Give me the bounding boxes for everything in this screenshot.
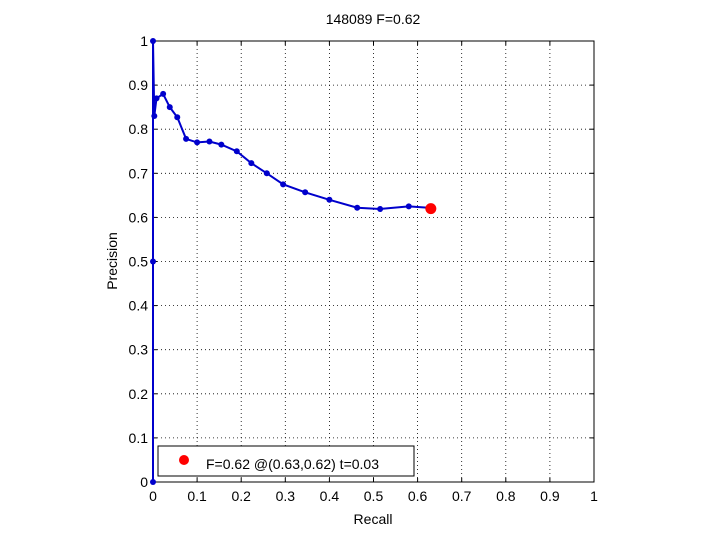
y-tick-label: 0.8 xyxy=(129,121,149,137)
y-tick-label: 0.9 xyxy=(129,77,149,93)
pr-curve-point xyxy=(206,138,213,145)
pr-curve-point xyxy=(326,196,333,203)
x-tick-label: 0 xyxy=(149,488,157,504)
x-tick-label: 0.1 xyxy=(187,488,207,504)
pr-curve-point xyxy=(354,204,361,211)
pr-curve-point xyxy=(183,135,190,142)
pr-curve-point xyxy=(150,258,156,265)
y-tick-label: 0.2 xyxy=(129,386,149,402)
pr-curve-point xyxy=(150,479,156,485)
y-tick-label: 0.5 xyxy=(129,254,149,270)
best-f-point xyxy=(425,203,437,215)
pr-curve-point xyxy=(263,170,270,177)
pr-curve-point xyxy=(150,38,156,44)
y-axis-label: Precision xyxy=(104,232,120,290)
pr-curve-line xyxy=(152,40,429,482)
pr-curve-point xyxy=(405,203,412,210)
legend-label: F=0.62 @(0.63,0.62) t=0.03 xyxy=(206,456,379,472)
pr-curve-point xyxy=(174,114,181,121)
y-tick-label: 0 xyxy=(140,474,148,490)
pr-curve-point xyxy=(160,90,167,97)
x-tick-label: 0.5 xyxy=(364,488,384,504)
y-tick-label: 0.4 xyxy=(129,298,149,314)
y-tick-label: 0.3 xyxy=(129,342,149,358)
y-tick-label: 1 xyxy=(140,33,148,49)
chart-title: 148089 F=0.62 xyxy=(326,11,421,27)
x-axis-label: Recall xyxy=(354,511,393,527)
pr-curve-point xyxy=(233,148,240,155)
y-tick-label: 0.7 xyxy=(129,165,149,181)
grid-layer xyxy=(153,41,594,482)
y-tick-label: 0.6 xyxy=(129,209,149,225)
series-layer xyxy=(150,38,437,485)
pr-curve-point xyxy=(151,112,158,119)
x-tick-label: 0.8 xyxy=(496,488,516,504)
pr-curve-point xyxy=(248,160,255,167)
y-tick-label: 0.1 xyxy=(129,430,149,446)
x-tick-label: 0.2 xyxy=(231,488,251,504)
pr-curve-point xyxy=(280,181,287,188)
pr-curve-point xyxy=(377,206,384,213)
x-tick-label: 0.9 xyxy=(540,488,560,504)
x-tick-label: 1 xyxy=(590,488,598,504)
pr-curve-point xyxy=(302,189,309,196)
legend: F=0.62 @(0.63,0.62) t=0.03 xyxy=(157,445,415,477)
x-tick-label: 0.7 xyxy=(452,488,472,504)
legend-marker xyxy=(179,455,189,465)
pr-curve-point xyxy=(218,141,225,148)
pr-curve-point xyxy=(166,104,173,111)
axes-layer: 0 0.1 0.2 0.3 0.4 0.5 0.6 0.7 0.8 0.9 1 0 0.1 0.2 0.3 0… xyxy=(129,33,599,504)
x-tick-label: 0.4 xyxy=(320,488,340,504)
x-tick-label: 0.3 xyxy=(276,488,296,504)
pr-curve-point xyxy=(194,139,201,146)
x-tick-label: 0.6 xyxy=(408,488,428,504)
pr-curve-point xyxy=(153,95,160,102)
legend-box xyxy=(157,445,415,477)
